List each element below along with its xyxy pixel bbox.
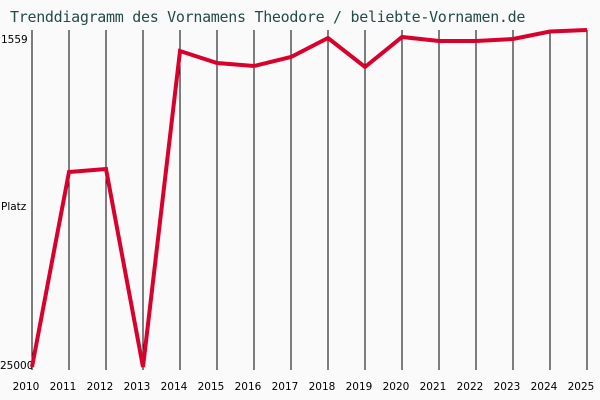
x-axis-label-2025: 2025 (567, 381, 595, 393)
x-axis-label-2010: 2010 (12, 381, 40, 393)
series-line-theodore (30, 28, 588, 368)
x-axis-label-2011: 2011 (49, 381, 77, 393)
x-axis-label-2023: 2023 (493, 381, 521, 393)
x-axis-label-2016: 2016 (234, 381, 262, 393)
x-axis-label-2017: 2017 (271, 381, 299, 393)
y-axis-bottom-label: 25000 (0, 360, 34, 372)
x-axis-label-2012: 2012 (86, 381, 114, 393)
x-axis-label-2015: 2015 (197, 381, 225, 393)
chart-title: Trenddiagramm des Vornamens Theodore / b… (10, 8, 526, 26)
x-axis-label-2024: 2024 (530, 381, 558, 393)
x-axis-label-2021: 2021 (419, 381, 447, 393)
x-axis-label-2014: 2014 (160, 381, 188, 393)
x-axis-label-2022: 2022 (456, 381, 484, 393)
x-axis-label-2019: 2019 (345, 381, 373, 393)
x-axis-label-2020: 2020 (382, 381, 410, 393)
x-axis-label-2013: 2013 (123, 381, 151, 393)
x-axis-label-2018: 2018 (308, 381, 336, 393)
y-axis-top-label: 1559 (1, 34, 28, 46)
y-axis-title: Platz (1, 201, 27, 213)
